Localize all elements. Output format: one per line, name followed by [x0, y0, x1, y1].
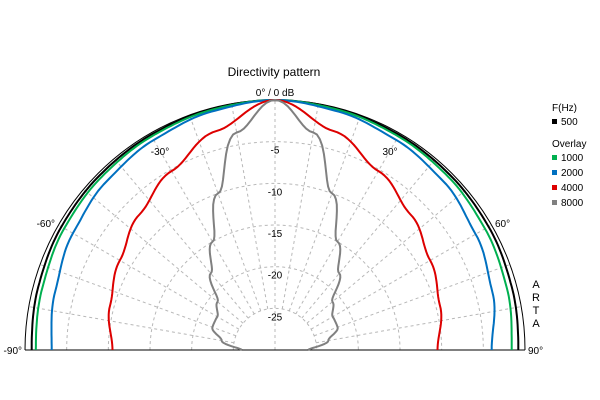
polar-grid: [24, 99, 526, 351]
series-line-8000: [208, 99, 342, 351]
legend-label: 2000: [561, 168, 584, 179]
grid-spoke: [295, 133, 401, 315]
brand-letter: T: [533, 305, 540, 317]
brand-letter: A: [532, 318, 540, 330]
grid-spoke: [113, 158, 249, 319]
radial-tick-label: 0° / 0 dB: [256, 88, 295, 99]
brand-letter: A: [532, 279, 540, 291]
legend: F(Hz) Overlay 500 1000 2000 4000 8000: [552, 103, 586, 209]
grid-circle: [66, 141, 484, 351]
radial-tick-label: -25: [268, 312, 283, 323]
grid-spoke: [281, 103, 319, 310]
grid-circle: [232, 307, 318, 351]
legend-label: 4000: [561, 183, 584, 194]
grid-spoke: [231, 103, 269, 310]
grid-spoke: [58, 224, 240, 330]
angle-tick-label: 30°: [382, 147, 397, 158]
grid-spoke: [288, 114, 361, 312]
radial-tick-label: -10: [268, 187, 283, 198]
grid-circle: [107, 182, 443, 351]
angle-tick-label: -90°: [4, 346, 22, 357]
grid-spoke: [28, 306, 235, 344]
grid-spoke: [315, 306, 522, 344]
legend-swatch: [552, 200, 557, 205]
legend-label: 8000: [561, 198, 584, 209]
grid-spoke: [39, 264, 237, 337]
radial-tick-label: -20: [268, 271, 283, 282]
brand-letter: R: [532, 292, 540, 304]
grid-spoke: [310, 224, 492, 330]
legend-swatch: [552, 155, 557, 160]
legend-swatch: [552, 119, 557, 124]
grid-spoke: [313, 264, 511, 337]
series-group: [30, 99, 520, 351]
legend-label: 500: [561, 117, 578, 128]
grid-spoke: [189, 114, 262, 312]
chart-title: Directivity pattern: [228, 65, 321, 79]
legend-label: 1000: [561, 153, 584, 164]
legend-subheader: Overlay: [552, 139, 586, 150]
legend-header: F(Hz): [552, 103, 577, 114]
grid-spoke: [301, 158, 437, 319]
legend-swatch: [552, 170, 557, 175]
angle-tick-label: -60°: [37, 219, 55, 230]
grid-circle: [191, 266, 359, 351]
legend-swatch: [552, 185, 557, 190]
grid-spoke: [306, 188, 467, 324]
angle-tick-label: -30°: [151, 147, 169, 158]
radial-tick-label: -5: [271, 146, 280, 157]
radial-tick-label: -15: [268, 229, 283, 240]
tick-labels: 0° / 0 dB -5 -10 -15 -20 -25 -90° -60° -30° 30° 60…: [4, 88, 544, 357]
grid-spoke: [149, 133, 255, 315]
grid-spoke: [83, 188, 244, 324]
angle-tick-label: 90°: [528, 346, 543, 357]
angle-tick-label: 60°: [495, 219, 510, 230]
